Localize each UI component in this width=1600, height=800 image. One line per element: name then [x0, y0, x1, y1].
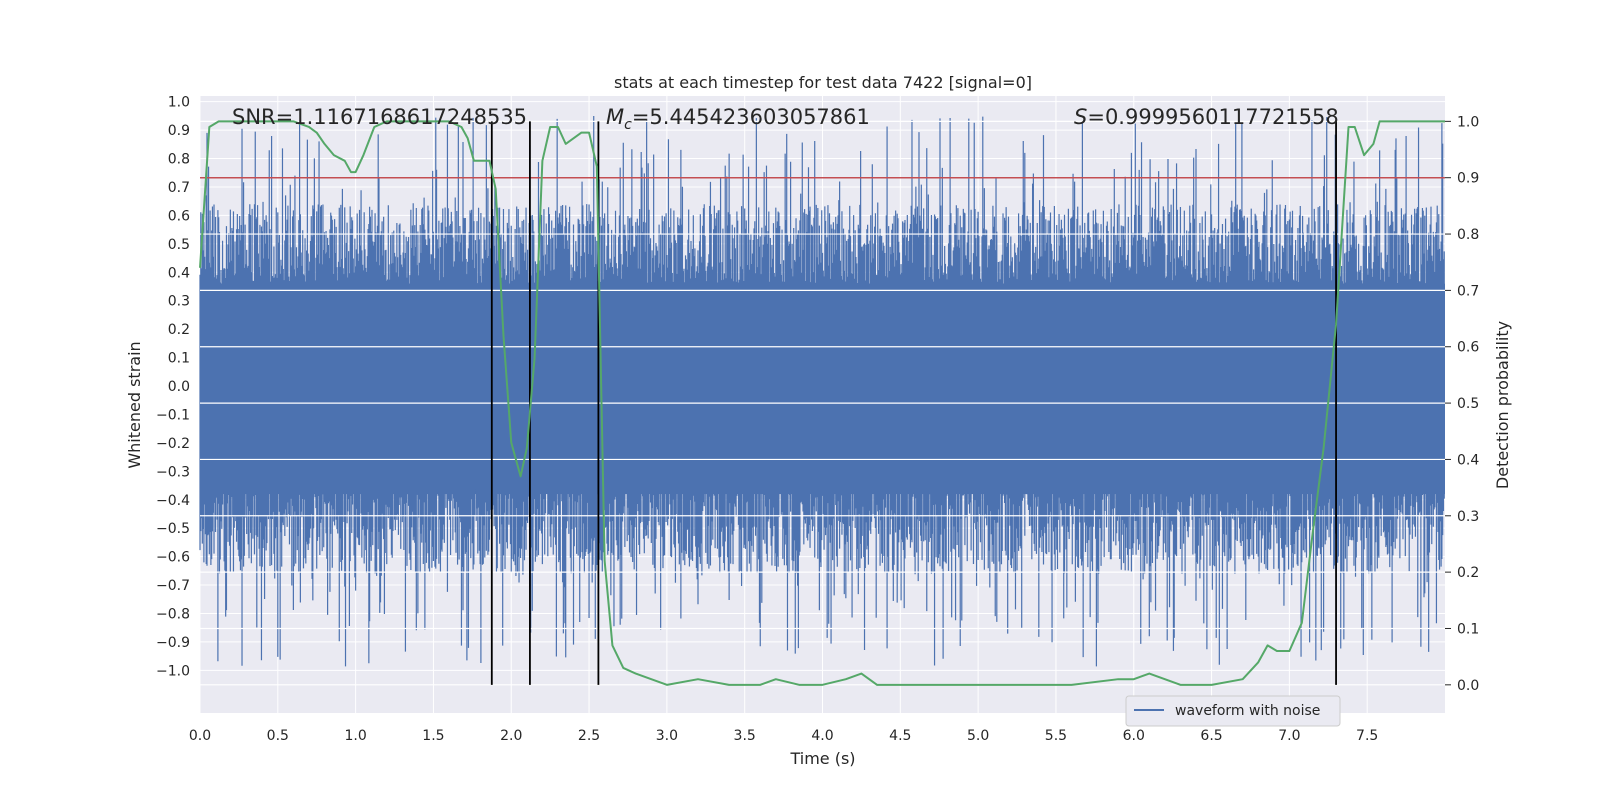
x-tick-label: 3.0 [656, 728, 678, 744]
x-tick-label: 2.5 [578, 728, 600, 744]
probability-series [199, 120, 1445, 686]
x-tick-label: 7.5 [1356, 728, 1378, 744]
y2-tick-label: 0.3 [1457, 509, 1479, 525]
x-tick-label: 5.5 [1045, 728, 1067, 744]
y2-tick-label: 0.0 [1457, 678, 1479, 694]
y2-tick-labels: 1.0 0.9 0.8 0.7 0.6 0.5 0.4 0.3 0.2 0.1 0.0 [1445, 114, 1479, 694]
y2-tick-label: 0.7 [1457, 283, 1479, 299]
legend-box [1125, 695, 1341, 727]
snr-annotation: SNR=1.1167168617248535 [232, 105, 527, 129]
x-tick-label: 6.0 [1123, 728, 1145, 744]
x-tick-label: 4.0 [811, 728, 833, 744]
y2-tick-label: 0.2 [1457, 565, 1479, 581]
probability-line [199, 120, 1445, 686]
x-tick-label: 0.5 [267, 728, 289, 744]
y-tick-label: −0.5 [156, 521, 190, 537]
s-annotation: S=0.9999560117721558 [1074, 105, 1339, 129]
s-symbol: S [1074, 105, 1087, 129]
legend: waveform with noise [1125, 695, 1341, 727]
y-tick-label: 0.5 [168, 237, 190, 253]
y-tick-label: −0.7 [156, 578, 190, 594]
x-tick-label: 6.5 [1200, 728, 1222, 744]
legend-label: waveform with noise [1175, 703, 1320, 719]
waveform-trace [199, 116, 1445, 667]
y-tick-label: −0.8 [156, 606, 190, 622]
y-tick-label: 0.3 [168, 294, 190, 310]
y2-axis-label: Detection probability [1493, 321, 1512, 489]
s-value: =0.9999560117721558 [1087, 105, 1338, 129]
y-tick-label: −0.6 [156, 550, 190, 566]
x-tick-labels: 0.0 0.5 1.0 1.5 2.0 2.5 3.0 3.5 4.0 4.5 5.0 5.5 6.0 6… [189, 728, 1378, 744]
x-tick-label: 0.0 [189, 728, 211, 744]
y-tick-label: −0.1 [156, 407, 190, 423]
y-tick-label: 0.8 [168, 152, 190, 168]
y2-tick-label: 0.1 [1457, 621, 1479, 637]
x-tick-label: 2.0 [500, 728, 522, 744]
x-tick-label: 4.5 [889, 728, 911, 744]
y2-tick-label: 0.6 [1457, 340, 1479, 356]
y-tick-label: 0.9 [168, 123, 190, 139]
mc-annotation: Mc=5.445423603057861 [606, 105, 870, 133]
x-tick-label: 3.5 [734, 728, 756, 744]
y-tick-labels: 1.0 0.9 0.8 0.7 0.6 0.5 0.4 0.3 0.2 0.1 0.0 −0.1 −0.… [156, 95, 190, 680]
x-tick-label: 7.0 [1278, 728, 1300, 744]
y-tick-label: 0.2 [168, 322, 190, 338]
y-tick-label: −0.4 [156, 493, 190, 509]
y-tick-label: 0.7 [168, 180, 190, 196]
y2-tick-label: 0.4 [1457, 452, 1479, 468]
y-tick-label: −0.3 [156, 464, 190, 480]
y-tick-label: −1.0 [156, 663, 190, 679]
y-tick-label: 0.4 [168, 265, 190, 281]
y2-tick-label: 0.5 [1457, 396, 1479, 412]
x-tick-label: 5.0 [967, 728, 989, 744]
mc-subscript: c [624, 117, 632, 133]
mc-symbol: M [606, 105, 624, 129]
mc-value: =5.445423603057861 [632, 105, 870, 129]
y-tick-label: 1.0 [168, 95, 190, 111]
y2-tick-label: 0.9 [1457, 171, 1479, 187]
x-tick-label: 1.0 [344, 728, 366, 744]
y2-tick-label: 0.8 [1457, 227, 1479, 243]
x-axis-label: Time (s) [789, 749, 855, 768]
y-tick-label: 0.6 [168, 208, 190, 224]
chart-title: stats at each timestep for test data 742… [614, 73, 1032, 92]
y2-tick-label: 1.0 [1457, 114, 1479, 130]
y-tick-label: −0.2 [156, 436, 190, 452]
y-tick-label: 0.1 [168, 351, 190, 367]
y-tick-label: 0.0 [168, 379, 190, 395]
x-tick-label: 1.5 [422, 728, 444, 744]
y-tick-label: −0.9 [156, 635, 190, 651]
y-axis-label: Whitened strain [125, 341, 144, 468]
